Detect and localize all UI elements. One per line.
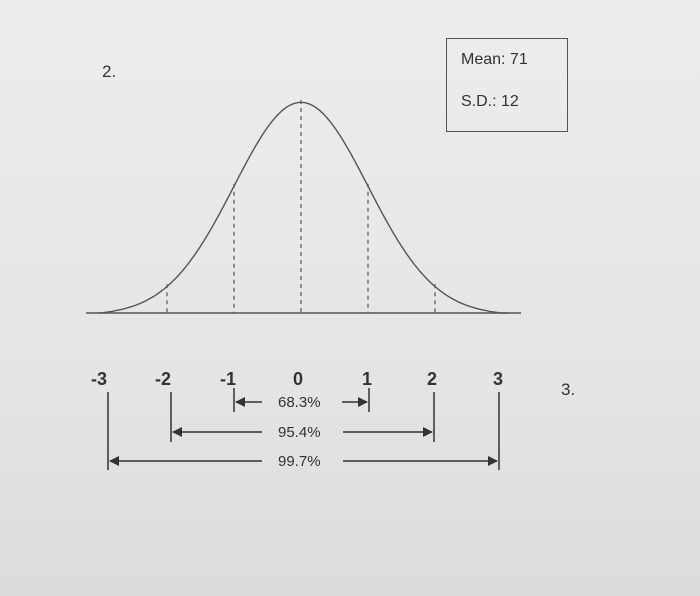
z-label-neg3: -3 [91, 369, 107, 389]
z-label-0: 0 [293, 369, 303, 389]
mean-label: Mean: 71 [461, 51, 528, 68]
percent-68-label: 68.3% [278, 394, 321, 411]
percent-99-label: 99.7% [278, 453, 321, 470]
z-label-neg2: -2 [155, 369, 171, 389]
z-label-neg1: -1 [220, 369, 236, 389]
z-label-1: 1 [362, 369, 372, 389]
z-label-2: 2 [427, 369, 437, 389]
question-number-2: 2. [102, 62, 117, 81]
question-number-3: 3. [561, 380, 576, 399]
bell-curve [98, 101, 508, 314]
sd-label: S.D.: 12 [461, 93, 519, 110]
z-label-3: 3 [493, 369, 503, 389]
percent-95-label: 95.4% [278, 424, 321, 441]
stats-box: Mean: 71 S.D.: 12 [446, 38, 568, 132]
